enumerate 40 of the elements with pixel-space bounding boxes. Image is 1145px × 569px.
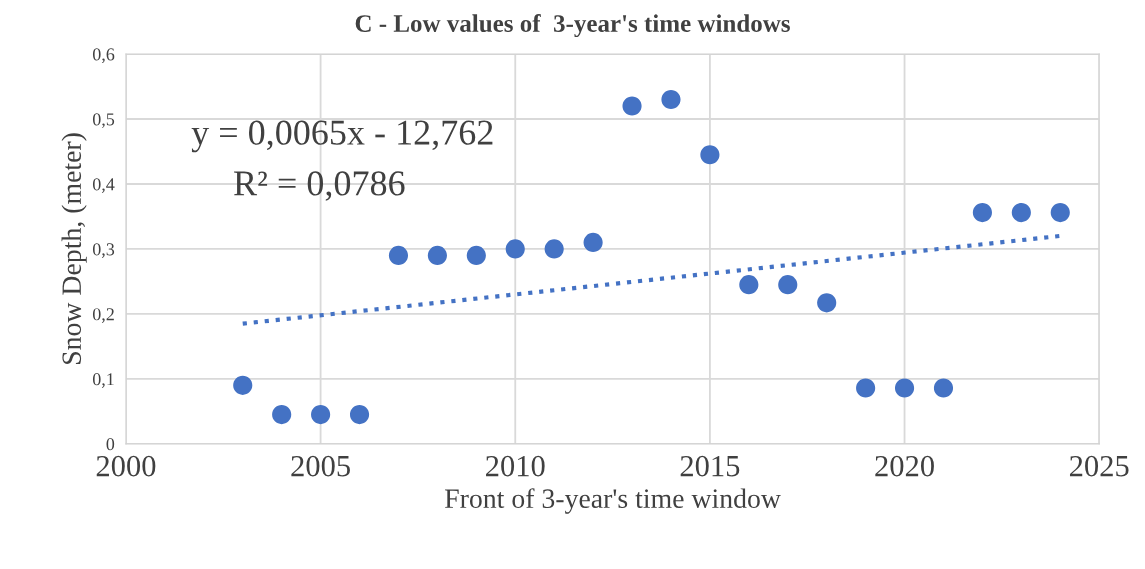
- point: [972, 202, 992, 223]
- y-tick-label: 0,2: [92, 308, 114, 323]
- annotation: y = 0,0065x - 12,762: [191, 120, 493, 153]
- point: [388, 245, 409, 266]
- y-tick-label: 0,6: [92, 48, 115, 64]
- point: [894, 378, 915, 398]
- point: [739, 275, 759, 295]
- point: [1011, 202, 1031, 223]
- x-tick-label: 2000: [96, 455, 156, 477]
- point: [661, 89, 681, 110]
- y-axis-title: Snow Depth, (meter): [61, 133, 87, 364]
- point: [933, 378, 954, 398]
- x-tick-label: 2015: [680, 455, 740, 477]
- point: [778, 275, 798, 295]
- y-tick-label: 0,4: [92, 178, 115, 194]
- point: [817, 293, 837, 313]
- point: [700, 145, 720, 165]
- x-tick-label: 2010: [486, 455, 545, 477]
- point: [272, 405, 292, 425]
- point: [505, 239, 525, 259]
- point: [466, 245, 486, 266]
- point: [427, 245, 447, 266]
- annotation: R² = 0,0786: [234, 171, 405, 201]
- point: [544, 239, 564, 259]
- point: [233, 375, 253, 395]
- point: [1050, 202, 1070, 223]
- x-tick-label: 2005: [291, 455, 350, 477]
- point: [311, 405, 331, 425]
- point: [583, 232, 603, 253]
- y-tick-label: 0,5: [92, 113, 115, 129]
- x-tick-label: 2025: [1069, 455, 1129, 477]
- y-tick-label: 0: [106, 438, 115, 451]
- y-tick-label: 0,1: [92, 373, 114, 388]
- point: [349, 405, 370, 425]
- y-tick-label: 0,3: [92, 243, 115, 258]
- point: [622, 96, 642, 116]
- chart-title: C - Low values of 3-year's time windows: [355, 14, 790, 38]
- x-axis-title: Front of 3-year's time window: [445, 488, 781, 514]
- x-tick-label: 2020: [875, 455, 934, 477]
- point: [856, 378, 876, 398]
